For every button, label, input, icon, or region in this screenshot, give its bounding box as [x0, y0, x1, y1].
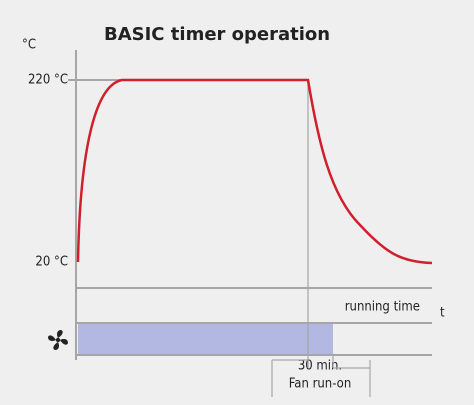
temperature-curve	[76, 78, 433, 265]
fan-icon	[48, 330, 68, 350]
y-label-high: 220 °C	[28, 73, 68, 88]
running-time-label: running time	[345, 300, 420, 315]
x-label: t	[440, 306, 445, 321]
annotation-line1: 30 min.	[298, 359, 342, 374]
annotation-line2: Fan run-on	[289, 377, 352, 392]
annotation-bracket	[271, 355, 371, 397]
fan-bar	[78, 324, 333, 354]
y-unit: °C	[22, 38, 36, 53]
y-label-low: 20 °C	[35, 255, 68, 270]
title: BASIC timer operation	[104, 24, 330, 45]
